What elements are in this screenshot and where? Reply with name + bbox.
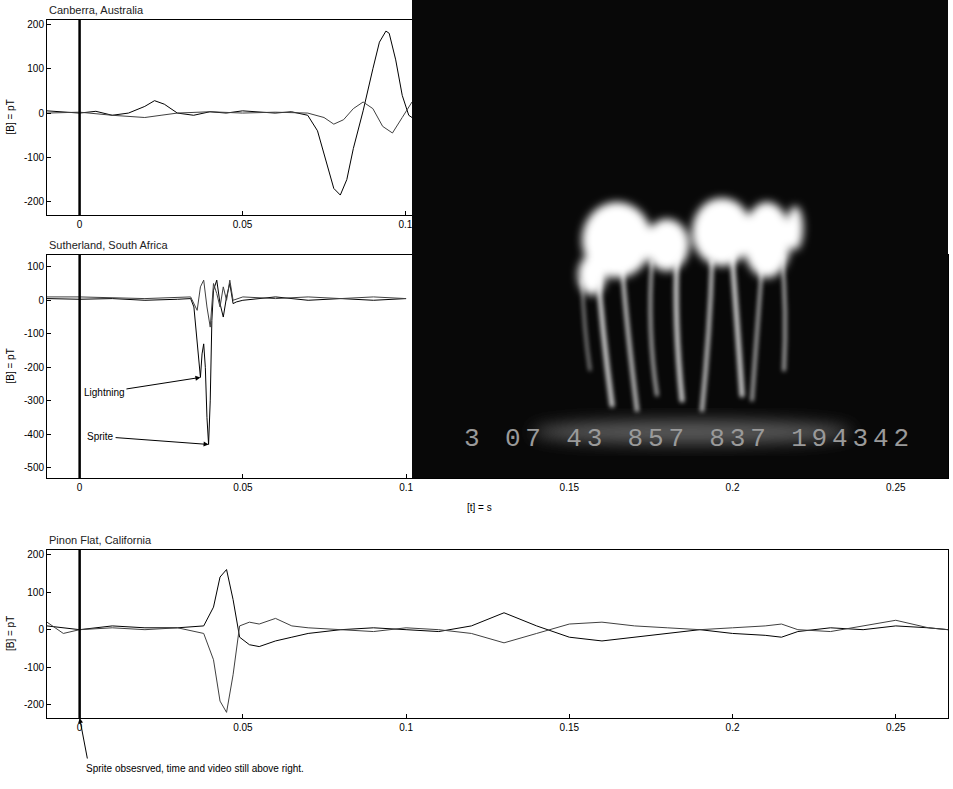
svg-text:0: 0: [38, 624, 44, 635]
svg-text:0.05: 0.05: [233, 722, 253, 733]
svg-text:200: 200: [27, 19, 44, 30]
svg-text:0: 0: [38, 295, 44, 306]
svg-text:-200: -200: [24, 196, 44, 207]
svg-text:[B] = pT: [B] = pT: [5, 99, 16, 134]
svg-text:-300: -300: [24, 395, 44, 406]
svg-text:-500: -500: [24, 462, 44, 473]
svg-text:0.15: 0.15: [560, 482, 580, 493]
svg-text:3 07 43 857 837 194342: 3 07 43 857 837 194342: [464, 424, 909, 454]
svg-text:Sutherland, South Africa: Sutherland, South Africa: [49, 239, 169, 251]
svg-text:100: 100: [27, 587, 44, 598]
svg-text:-200: -200: [24, 362, 44, 373]
svg-text:0.05: 0.05: [233, 482, 253, 493]
svg-text:0: 0: [38, 108, 44, 119]
svg-text:-400: -400: [24, 429, 44, 440]
svg-text:-100: -100: [24, 328, 44, 339]
svg-text:0.1: 0.1: [399, 722, 413, 733]
svg-text:[t] = s: [t] = s: [467, 502, 492, 513]
svg-text:0.05: 0.05: [233, 219, 253, 230]
svg-text:Lightning: Lightning: [84, 387, 125, 398]
svg-text:0.25: 0.25: [886, 482, 906, 493]
svg-text:-200: -200: [24, 699, 44, 710]
svg-text:Canberra, Australia: Canberra, Australia: [49, 4, 144, 16]
svg-text:0.1: 0.1: [399, 482, 413, 493]
svg-text:Pinon Flat, California: Pinon Flat, California: [49, 534, 152, 546]
svg-text:-100: -100: [24, 662, 44, 673]
svg-text:[B] = pT: [B] = pT: [5, 616, 16, 651]
svg-text:0.15: 0.15: [560, 722, 580, 733]
svg-text:[B] = pT: [B] = pT: [5, 348, 16, 383]
svg-text:0.1: 0.1: [399, 219, 413, 230]
svg-text:0.25: 0.25: [886, 722, 906, 733]
svg-text:100: 100: [27, 63, 44, 74]
svg-text:0: 0: [77, 722, 83, 733]
svg-text:100: 100: [27, 261, 44, 272]
svg-text:0.2: 0.2: [726, 722, 740, 733]
svg-text:0: 0: [77, 482, 83, 493]
svg-text:200: 200: [27, 549, 44, 560]
svg-text:Sprite: Sprite: [87, 431, 114, 442]
svg-text:0: 0: [77, 219, 83, 230]
svg-text:0.2: 0.2: [726, 482, 740, 493]
svg-text:Sprite obsesrved, time and vid: Sprite obsesrved, time and video still a…: [86, 763, 304, 774]
svg-text:-100: -100: [24, 152, 44, 163]
